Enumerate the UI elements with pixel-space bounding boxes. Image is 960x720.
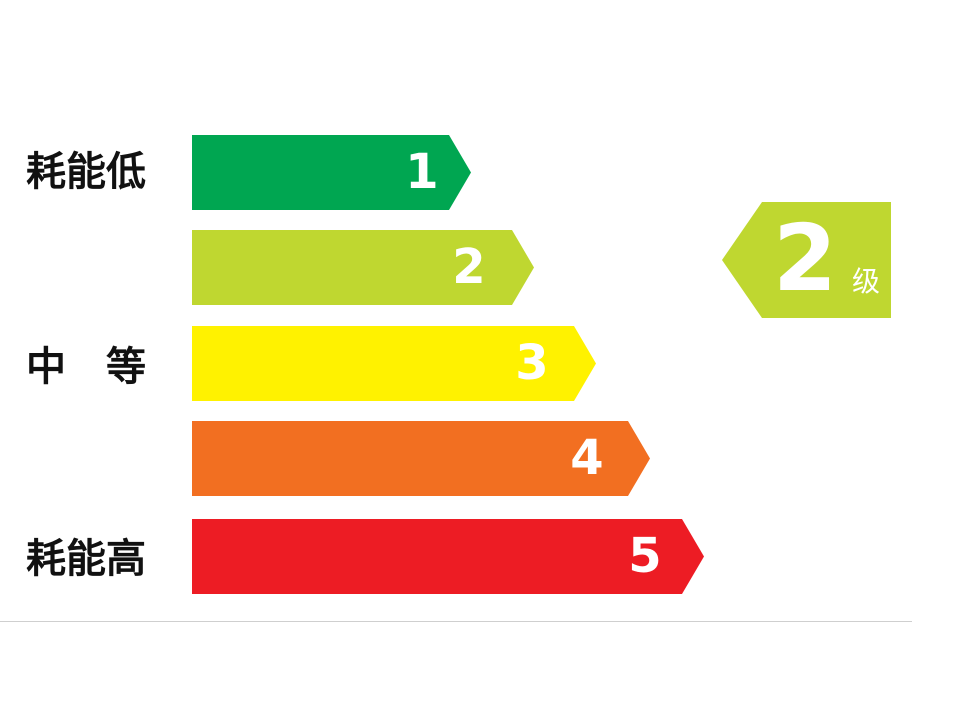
grade-bar-arrow-5 — [192, 519, 704, 594]
medium-energy-label: 中 等 — [26, 344, 146, 390]
grade-number-1: 1 — [405, 144, 439, 200]
high-energy-label: 耗能高 — [26, 536, 146, 582]
current-grade-badge-arrow — [722, 202, 891, 318]
bottom-divider — [0, 621, 912, 622]
grade-bar-3: 3 — [192, 326, 596, 401]
grade-number-3: 3 — [515, 335, 549, 391]
grade-bar-arrow-1 — [192, 135, 471, 210]
grade-bar-arrow-4 — [192, 421, 650, 496]
grade-bar-2: 2 — [192, 230, 534, 305]
low-energy-label: 耗能低 — [26, 149, 146, 195]
grade-bar-1: 1 — [192, 135, 471, 210]
grade-bar-5: 5 — [192, 519, 704, 594]
grade-number-4: 4 — [570, 430, 604, 486]
grade-bar-4: 4 — [192, 421, 650, 496]
grade-number-5: 5 — [628, 528, 662, 584]
grade-number-2: 2 — [452, 239, 486, 295]
current-grade-unit: 级 — [852, 265, 881, 298]
grade-bar-arrow-2 — [192, 230, 534, 305]
current-grade-badge — [722, 202, 891, 318]
grade-bar-arrow-3 — [192, 326, 596, 401]
current-grade-number: 2 — [772, 205, 837, 312]
